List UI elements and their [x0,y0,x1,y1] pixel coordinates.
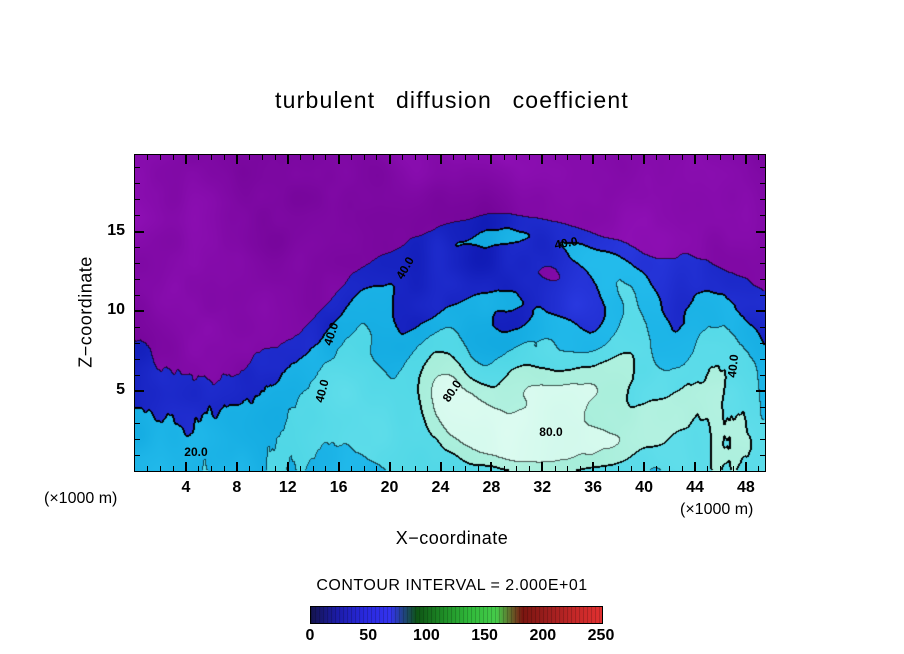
x-tick-label: 4 [181,479,191,496]
colorbar-tick-label: 0 [305,627,315,644]
colorbar-tick-label: 50 [359,627,378,644]
colorbar-tick-label: 250 [587,627,615,644]
chart-title: turbulent diffusion coefficient [275,87,629,113]
y-unit-label: (×1000 m) [44,490,118,507]
contour-interval-note: CONTOUR INTERVAL = 2.000E+01 [316,577,588,594]
colorbar-tick-label: 100 [413,627,440,644]
x-unit-label: (×1000 m) [680,501,754,518]
x-tick-label: 48 [737,479,755,496]
x-tick-label: 28 [482,479,501,496]
colorbar-tick-label: 200 [529,627,557,644]
x-tick-label: 16 [329,479,348,496]
x-tick-label: 20 [380,479,399,496]
contour-plot-canvas [135,155,765,471]
y-tick-label: 15 [107,221,125,239]
x-tick-label: 12 [278,479,297,496]
x-tick-label: 24 [431,479,450,496]
y-tick-label: 5 [116,381,125,399]
x-tick-label: 36 [584,479,603,496]
colorbar-tick-labels: 0 50 100 150 200 250 [306,627,615,647]
y-tick-label: 10 [107,301,125,319]
x-tick-label: 32 [533,479,552,496]
plot-area: 40.0 40.0 40.0 40.0 40.0 80.0 80.0 20.0 4 8 12 16 2… [107,154,766,496]
colorbar [310,606,603,624]
x-axis-label: X−coordinate [395,528,509,548]
colorbar-tick-label: 150 [471,627,498,644]
x-tick-label: 8 [232,479,242,496]
x-tick-label: 44 [686,479,704,496]
x-tick-label: 40 [635,479,653,496]
